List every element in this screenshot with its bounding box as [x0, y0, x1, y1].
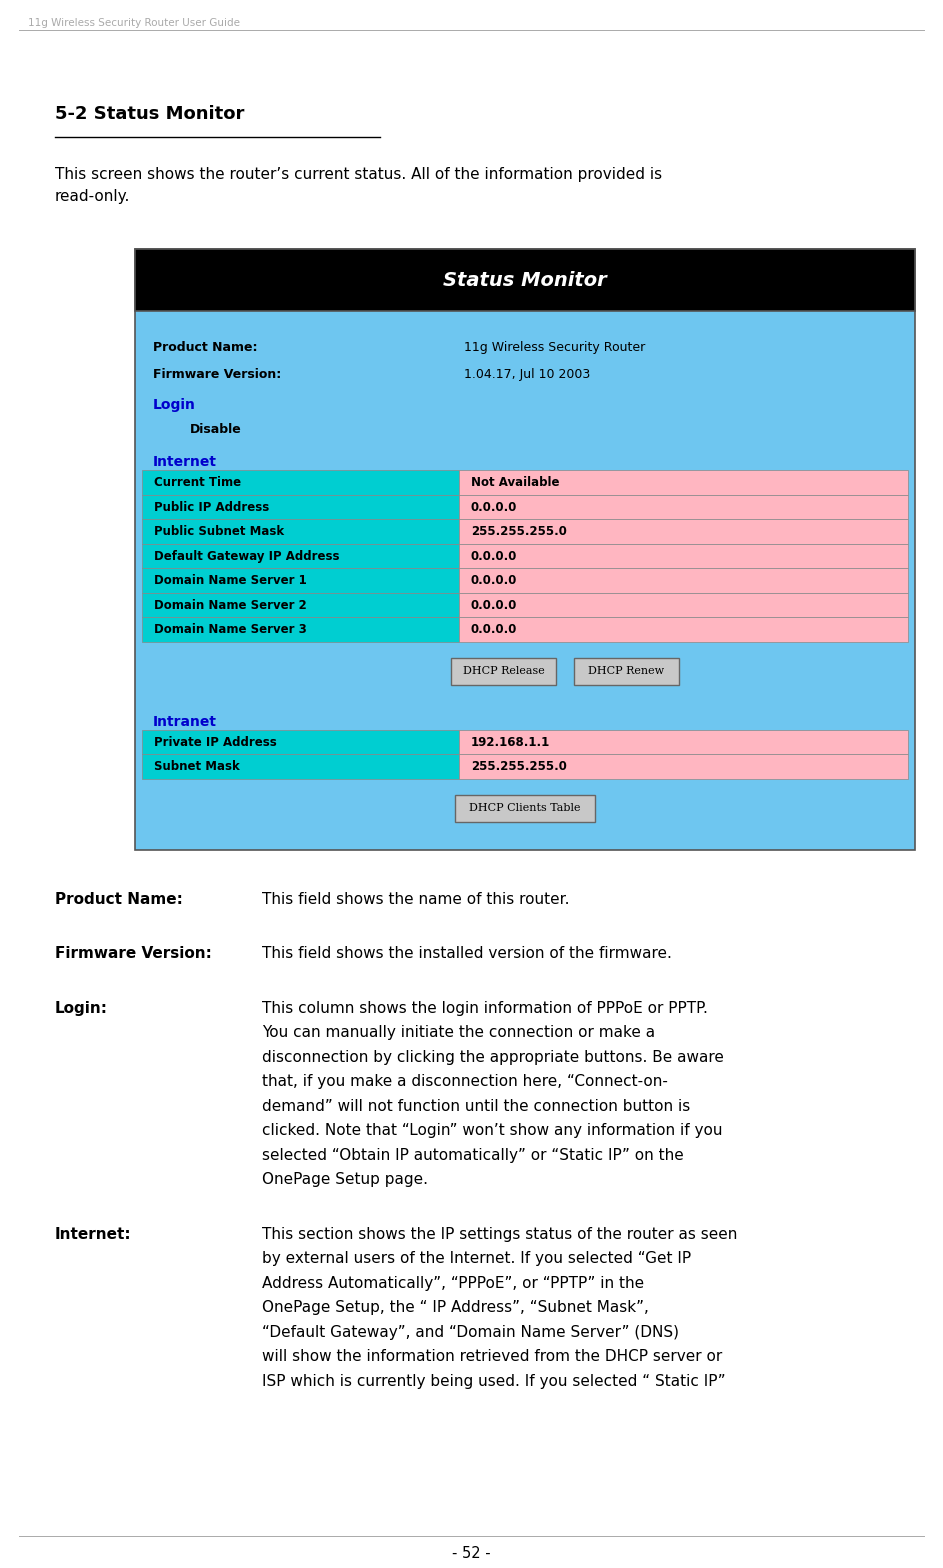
Text: Disable: Disable	[190, 423, 241, 436]
Text: Internet:: Internet:	[55, 1226, 132, 1242]
FancyBboxPatch shape	[142, 618, 458, 641]
Text: 0.0.0.0: 0.0.0.0	[471, 622, 517, 637]
Text: OnePage Setup page.: OnePage Setup page.	[262, 1173, 428, 1187]
FancyBboxPatch shape	[142, 470, 458, 495]
Text: 11g Wireless Security Router User Guide: 11g Wireless Security Router User Guide	[28, 17, 240, 28]
FancyBboxPatch shape	[458, 495, 908, 519]
FancyBboxPatch shape	[142, 754, 458, 779]
FancyBboxPatch shape	[458, 470, 908, 495]
Text: 192.168.1.1: 192.168.1.1	[471, 735, 550, 748]
Text: Login:: Login:	[55, 1000, 108, 1016]
Text: 255.255.255.0: 255.255.255.0	[471, 525, 567, 538]
Text: Login: Login	[153, 398, 196, 412]
Text: ISP which is currently being used. If you selected “ Static IP”: ISP which is currently being used. If yo…	[262, 1374, 725, 1389]
Text: 1.04.17, Jul 10 2003: 1.04.17, Jul 10 2003	[464, 368, 590, 381]
FancyBboxPatch shape	[458, 593, 908, 618]
Text: DHCP Renew: DHCP Renew	[588, 666, 665, 676]
Text: 0.0.0.0: 0.0.0.0	[471, 599, 517, 612]
FancyBboxPatch shape	[458, 544, 908, 568]
Text: This section shows the IP settings status of the router as seen: This section shows the IP settings statu…	[262, 1226, 737, 1242]
FancyBboxPatch shape	[458, 569, 908, 593]
Text: DHCP Clients Table: DHCP Clients Table	[470, 803, 581, 814]
Text: 0.0.0.0: 0.0.0.0	[471, 550, 517, 563]
Text: 5-2 Status Monitor: 5-2 Status Monitor	[55, 105, 244, 122]
Text: Not Available: Not Available	[471, 477, 559, 489]
Text: DHCP Release: DHCP Release	[463, 666, 544, 676]
Text: Product Name:: Product Name:	[153, 340, 257, 354]
FancyBboxPatch shape	[135, 249, 915, 850]
Text: This field shows the installed version of the firmware.: This field shows the installed version o…	[262, 947, 671, 961]
Text: by external users of the Internet. If you selected “Get IP: by external users of the Internet. If yo…	[262, 1251, 691, 1267]
Text: Public IP Address: Public IP Address	[154, 500, 270, 514]
FancyBboxPatch shape	[142, 569, 458, 593]
Text: You can manually initiate the connection or make a: You can manually initiate the connection…	[262, 1025, 655, 1041]
FancyBboxPatch shape	[142, 593, 458, 618]
FancyBboxPatch shape	[458, 754, 908, 779]
FancyBboxPatch shape	[458, 618, 908, 641]
Text: that, if you make a disconnection here, “Connect-on-: that, if you make a disconnection here, …	[262, 1074, 668, 1090]
Text: Domain Name Server 2: Domain Name Server 2	[154, 599, 306, 612]
FancyBboxPatch shape	[135, 249, 915, 310]
FancyBboxPatch shape	[574, 659, 679, 685]
Text: Public Subnet Mask: Public Subnet Mask	[154, 525, 284, 538]
FancyBboxPatch shape	[458, 519, 908, 544]
Text: This screen shows the router’s current status. All of the information provided i: This screen shows the router’s current s…	[55, 168, 662, 204]
FancyBboxPatch shape	[451, 659, 556, 685]
Text: Firmware Version:: Firmware Version:	[153, 368, 281, 381]
Text: Internet: Internet	[153, 455, 217, 469]
Text: 0.0.0.0: 0.0.0.0	[471, 574, 517, 586]
Text: Product Name:: Product Name:	[55, 892, 183, 906]
Text: - 52 -: - 52 -	[453, 1546, 490, 1562]
Text: OnePage Setup, the “ IP Address”, “Subnet Mask”,: OnePage Setup, the “ IP Address”, “Subne…	[262, 1300, 649, 1316]
FancyBboxPatch shape	[458, 729, 908, 754]
FancyBboxPatch shape	[142, 519, 458, 544]
Text: Private IP Address: Private IP Address	[154, 735, 276, 748]
FancyBboxPatch shape	[142, 495, 458, 519]
Text: demand” will not function until the connection button is: demand” will not function until the conn…	[262, 1099, 690, 1113]
FancyBboxPatch shape	[142, 729, 458, 754]
FancyBboxPatch shape	[455, 795, 595, 822]
Text: Default Gateway IP Address: Default Gateway IP Address	[154, 550, 339, 563]
Text: “Default Gateway”, and “Domain Name Server” (DNS): “Default Gateway”, and “Domain Name Serv…	[262, 1325, 679, 1341]
Text: 255.255.255.0: 255.255.255.0	[471, 760, 567, 773]
Text: Current Time: Current Time	[154, 477, 241, 489]
Text: Domain Name Server 3: Domain Name Server 3	[154, 622, 306, 637]
FancyBboxPatch shape	[142, 544, 458, 568]
Text: selected “Obtain IP automatically” or “Static IP” on the: selected “Obtain IP automatically” or “S…	[262, 1148, 684, 1163]
Text: This column shows the login information of PPPoE or PPTP.: This column shows the login information …	[262, 1000, 708, 1016]
Text: Domain Name Server 1: Domain Name Server 1	[154, 574, 306, 586]
Text: Status Monitor: Status Monitor	[443, 271, 607, 290]
Text: This field shows the name of this router.: This field shows the name of this router…	[262, 892, 570, 906]
Text: disconnection by clicking the appropriate buttons. Be aware: disconnection by clicking the appropriat…	[262, 1051, 724, 1065]
Text: Address Automatically”, “PPPoE”, or “PPTP” in the: Address Automatically”, “PPPoE”, or “PPT…	[262, 1276, 644, 1290]
Text: Firmware Version:: Firmware Version:	[55, 947, 212, 961]
Text: 11g Wireless Security Router: 11g Wireless Security Router	[464, 340, 645, 354]
Text: Intranet: Intranet	[153, 715, 217, 729]
Text: 0.0.0.0: 0.0.0.0	[471, 500, 517, 514]
Text: will show the information retrieved from the DHCP server or: will show the information retrieved from…	[262, 1350, 722, 1364]
Text: Subnet Mask: Subnet Mask	[154, 760, 240, 773]
Text: clicked. Note that “Login” won’t show any information if you: clicked. Note that “Login” won’t show an…	[262, 1123, 722, 1138]
